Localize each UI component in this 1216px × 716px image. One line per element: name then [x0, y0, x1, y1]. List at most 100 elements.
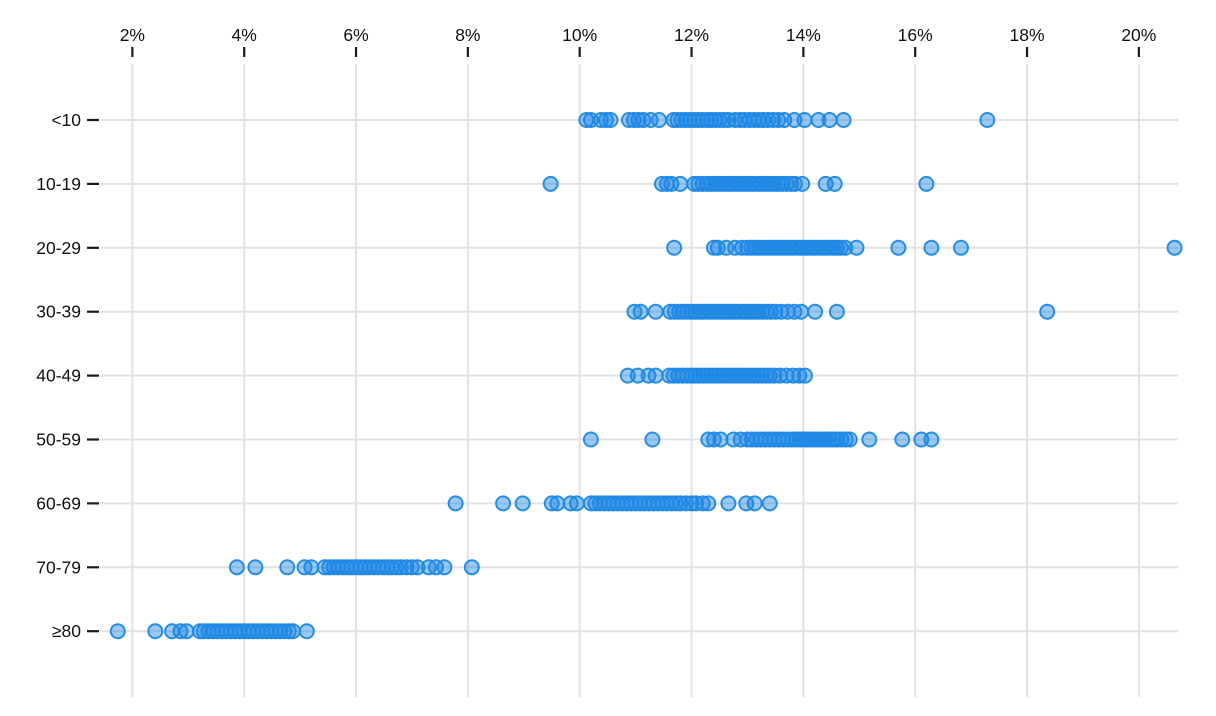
- data-point: [543, 495, 560, 512]
- x-tick-label: 14%: [786, 25, 821, 45]
- data-point: [647, 303, 664, 320]
- data-point: [629, 367, 646, 384]
- data-point: [630, 112, 647, 128]
- data-point: [826, 175, 843, 192]
- category-row-30-39: [626, 303, 1056, 320]
- data-point: [298, 623, 315, 640]
- data-point: [766, 367, 783, 384]
- data-point: [793, 303, 810, 320]
- x-tick-label: 10%: [562, 25, 597, 45]
- category-row-<10: [578, 112, 996, 128]
- data-point: [679, 367, 696, 384]
- data-point: [284, 623, 301, 640]
- data-point: [549, 495, 566, 512]
- data-point: [679, 303, 696, 320]
- x-tick-label: 4%: [232, 25, 257, 45]
- data-point: [514, 495, 531, 512]
- y-category-label: 60-69: [36, 493, 81, 513]
- data-point: [409, 559, 426, 576]
- data-point: [495, 495, 512, 512]
- data-point: [746, 495, 763, 512]
- data-point: [828, 303, 845, 320]
- x-tick-label: 18%: [1010, 25, 1045, 45]
- data-point: [1166, 239, 1183, 256]
- data-point: [602, 112, 619, 128]
- data-point: [436, 559, 453, 576]
- data-point: [835, 112, 852, 128]
- data-point: [666, 239, 683, 256]
- data-point: [797, 367, 813, 384]
- data-point: [147, 623, 164, 640]
- data-point: [598, 112, 614, 128]
- category-row-10-19: [542, 175, 935, 192]
- data-point: [794, 175, 811, 192]
- y-category-label: 30-39: [36, 302, 81, 322]
- x-tick-label: 16%: [898, 25, 933, 45]
- data-point: [647, 367, 664, 384]
- data-point: [280, 623, 297, 640]
- y-category-label: 70-79: [36, 557, 81, 577]
- x-tick-label: 12%: [674, 25, 709, 45]
- data-point: [276, 623, 293, 640]
- category-row-40-49: [619, 367, 813, 384]
- data-point: [672, 495, 689, 512]
- data-point: [398, 559, 415, 576]
- category-row-60-69: [447, 495, 778, 512]
- category-row-≥80: [109, 623, 315, 640]
- y-category-label: 40-49: [36, 366, 81, 386]
- data-point: [861, 431, 878, 448]
- x-tick-label: 6%: [343, 25, 368, 45]
- data-point: [807, 303, 824, 320]
- data-point: [841, 431, 858, 448]
- data-point: [810, 112, 827, 128]
- data-point: [918, 175, 935, 192]
- data-point: [832, 239, 849, 256]
- y-category-label: 10-19: [36, 174, 81, 194]
- data-point: [761, 495, 778, 512]
- data-point: [837, 239, 854, 256]
- data-point: [837, 431, 854, 448]
- data-point: [644, 431, 661, 448]
- data-point: [666, 303, 683, 320]
- data-point: [821, 112, 838, 128]
- data-point: [765, 112, 782, 128]
- data-point: [767, 303, 784, 320]
- data-point: [848, 239, 865, 256]
- data-point: [632, 303, 649, 320]
- category-row-70-79: [228, 559, 480, 576]
- y-category-label: <10: [51, 110, 81, 130]
- data-point: [228, 559, 245, 576]
- data-point: [109, 623, 126, 640]
- data-point: [694, 495, 711, 512]
- data-point: [705, 239, 722, 256]
- data-point: [568, 495, 585, 512]
- x-axis-top: 2% 4% 6% 8% 10% 12% 14% 16% 18% 20%: [120, 25, 1156, 57]
- y-category-label: ≥80: [52, 621, 81, 641]
- dot-series: [109, 112, 1183, 640]
- data-point: [796, 112, 813, 128]
- x-tick-label: 2%: [120, 25, 145, 45]
- data-point: [392, 559, 409, 576]
- y-category-label: 50-59: [36, 430, 81, 450]
- y-category-label: 20-29: [36, 238, 81, 258]
- data-point: [463, 559, 480, 576]
- data-point: [672, 175, 689, 192]
- data-point: [403, 559, 420, 576]
- data-point: [683, 495, 700, 512]
- data-point: [953, 239, 969, 256]
- data-point: [279, 559, 296, 576]
- data-point: [923, 431, 940, 448]
- x-tick-label: 20%: [1121, 25, 1156, 45]
- data-point: [720, 495, 737, 512]
- y-axis-left: <10 10-19 20-29 30-39 40-49 50-59 60-69 70-79 ≥8…: [36, 110, 99, 641]
- data-point: [303, 559, 320, 576]
- data-point: [894, 431, 911, 448]
- data-point: [700, 431, 717, 448]
- data-point: [247, 559, 264, 576]
- data-point: [716, 112, 732, 128]
- data-point: [447, 495, 464, 512]
- data-point: [712, 431, 729, 448]
- category-row-50-59: [582, 431, 940, 448]
